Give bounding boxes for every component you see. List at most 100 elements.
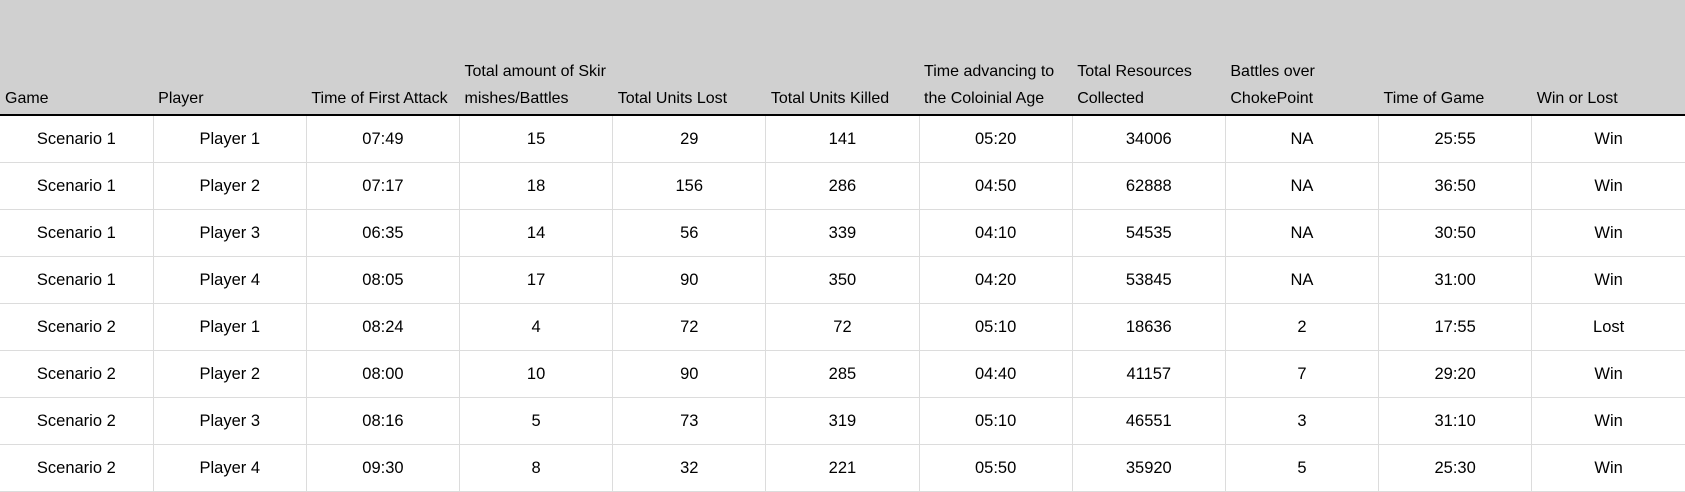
table-cell[interactable]: NA — [1225, 209, 1380, 257]
table-cell[interactable]: 31:00 — [1378, 256, 1533, 304]
table-cell[interactable]: 14 — [459, 209, 614, 257]
table-cell[interactable]: Win — [1531, 162, 1685, 210]
table-cell[interactable]: Scenario 2 — [0, 444, 154, 492]
table-cell[interactable]: 41157 — [1072, 350, 1226, 398]
table-cell[interactable]: NA — [1225, 115, 1380, 163]
table-cell[interactable]: 08:16 — [306, 397, 461, 445]
table-cell[interactable]: 31:10 — [1378, 397, 1533, 445]
table-cell[interactable]: 08:05 — [306, 256, 461, 304]
table-cell[interactable]: 05:10 — [919, 303, 1073, 351]
table-cell[interactable]: Player 3 — [153, 209, 307, 257]
table-cell[interactable]: 2 — [1225, 303, 1380, 351]
table-cell[interactable]: Win — [1531, 397, 1685, 445]
table-cell[interactable]: Win — [1531, 115, 1685, 163]
table-cell[interactable]: Player 2 — [153, 350, 307, 398]
table-cell[interactable]: 156 — [612, 162, 767, 210]
table-cell[interactable]: Player 2 — [153, 162, 307, 210]
table-cell[interactable]: 06:35 — [306, 209, 461, 257]
table-cell[interactable]: 4 — [459, 303, 614, 351]
table-cell[interactable]: Win — [1531, 209, 1685, 257]
table-cell[interactable]: Lost — [1531, 303, 1685, 351]
table-cell[interactable]: 286 — [765, 162, 920, 210]
table-cell[interactable]: Win — [1531, 444, 1685, 492]
table-cell[interactable]: 30:50 — [1378, 209, 1533, 257]
table-cell[interactable]: 73 — [612, 397, 767, 445]
table-cell[interactable]: 72 — [765, 303, 920, 351]
table-cell[interactable]: Scenario 1 — [0, 209, 154, 257]
table-cell[interactable]: 54535 — [1072, 209, 1226, 257]
table-cell[interactable]: Scenario 2 — [0, 303, 154, 351]
table-cell[interactable]: 25:55 — [1378, 115, 1533, 163]
table-cell[interactable]: 319 — [765, 397, 920, 445]
table-cell[interactable]: 29 — [612, 115, 767, 163]
table-cell[interactable]: Scenario 1 — [0, 162, 154, 210]
table-cell[interactable]: 32 — [612, 444, 767, 492]
table-cell[interactable]: 8 — [459, 444, 614, 492]
table-row: Scenario 2 Player 2 08:00 10 90 285 04:40 41157… — [0, 350, 1685, 398]
table-cell[interactable]: 141 — [765, 115, 920, 163]
column-header[interactable]: Player — [153, 0, 307, 116]
table-cell[interactable]: 90 — [612, 256, 767, 304]
column-header[interactable]: Total Resources Collected — [1072, 0, 1226, 116]
table-cell[interactable]: Scenario 2 — [0, 350, 154, 398]
table-cell[interactable]: 07:49 — [306, 115, 461, 163]
table-cell[interactable]: Win — [1531, 350, 1685, 398]
table-cell[interactable]: 221 — [765, 444, 920, 492]
table-cell[interactable]: 04:10 — [919, 209, 1073, 257]
table-cell[interactable]: 62888 — [1072, 162, 1226, 210]
table-cell[interactable]: 285 — [765, 350, 920, 398]
table-cell[interactable]: 15 — [459, 115, 614, 163]
table-cell[interactable]: 08:00 — [306, 350, 461, 398]
table-cell[interactable]: 18636 — [1072, 303, 1226, 351]
table-cell[interactable]: Win — [1531, 256, 1685, 304]
table-cell[interactable]: 08:24 — [306, 303, 461, 351]
column-header[interactable]: Total amount of Skirmishes/Battles — [459, 0, 613, 116]
table-cell[interactable]: 56 — [612, 209, 767, 257]
table-cell[interactable]: 17 — [459, 256, 614, 304]
table-cell[interactable]: Player 1 — [153, 115, 307, 163]
column-header[interactable]: Total Units Lost — [612, 0, 766, 116]
table-cell[interactable]: 04:20 — [919, 256, 1073, 304]
table-cell[interactable]: 5 — [1225, 444, 1380, 492]
column-header[interactable]: Time of First Attack — [306, 0, 460, 116]
table-cell[interactable]: 05:50 — [919, 444, 1073, 492]
table-cell[interactable]: NA — [1225, 256, 1380, 304]
column-header[interactable]: Time advancing to the Coloinial Age — [919, 0, 1073, 116]
column-header[interactable]: Battles over ChokePoint — [1225, 0, 1379, 116]
table-cell[interactable]: 10 — [459, 350, 614, 398]
table-cell[interactable]: NA — [1225, 162, 1380, 210]
table-cell[interactable]: 04:40 — [919, 350, 1073, 398]
table-cell[interactable]: 34006 — [1072, 115, 1226, 163]
table-cell[interactable]: 35920 — [1072, 444, 1226, 492]
table-cell[interactable]: 350 — [765, 256, 920, 304]
table-cell[interactable]: Player 4 — [153, 444, 307, 492]
table-cell[interactable]: 90 — [612, 350, 767, 398]
column-header[interactable]: Win or Lost — [1531, 0, 1685, 116]
table-cell[interactable]: Player 4 — [153, 256, 307, 304]
table-cell[interactable]: 5 — [459, 397, 614, 445]
table-cell[interactable]: 09:30 — [306, 444, 461, 492]
table-cell[interactable]: 72 — [612, 303, 767, 351]
column-header[interactable]: Time of Game — [1378, 0, 1532, 116]
table-cell[interactable]: 04:50 — [919, 162, 1073, 210]
table-cell[interactable]: Scenario 1 — [0, 115, 154, 163]
table-cell[interactable]: 18 — [459, 162, 614, 210]
table-cell[interactable]: 17:55 — [1378, 303, 1533, 351]
table-cell[interactable]: 3 — [1225, 397, 1380, 445]
table-cell[interactable]: 29:20 — [1378, 350, 1533, 398]
table-cell[interactable]: 7 — [1225, 350, 1380, 398]
column-header[interactable]: Game — [0, 0, 154, 116]
table-cell[interactable]: 05:20 — [919, 115, 1073, 163]
column-header[interactable]: Total Units Killed — [765, 0, 920, 116]
table-cell[interactable]: 36:50 — [1378, 162, 1533, 210]
table-cell[interactable]: Scenario 2 — [0, 397, 154, 445]
table-cell[interactable]: 53845 — [1072, 256, 1226, 304]
table-cell[interactable]: 339 — [765, 209, 920, 257]
table-cell[interactable]: Scenario 1 — [0, 256, 154, 304]
table-cell[interactable]: 25:30 — [1378, 444, 1533, 492]
table-cell[interactable]: 05:10 — [919, 397, 1073, 445]
table-cell[interactable]: 46551 — [1072, 397, 1226, 445]
table-cell[interactable]: Player 1 — [153, 303, 307, 351]
table-cell[interactable]: Player 3 — [153, 397, 307, 445]
table-cell[interactable]: 07:17 — [306, 162, 461, 210]
